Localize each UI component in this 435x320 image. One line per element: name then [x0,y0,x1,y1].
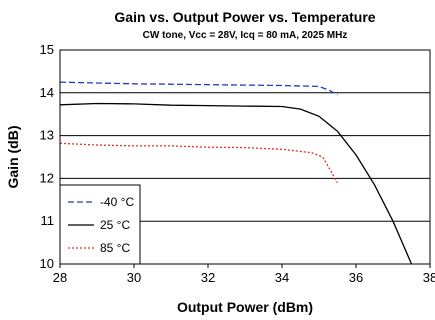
x-tick-label: 30 [127,270,141,285]
legend-label: 25 °C [100,218,130,232]
x-tick-label: 32 [201,270,215,285]
chart-subtitle: CW tone, Vcc = 28V, Icq = 80 mA, 2025 MH… [143,30,348,41]
x-tick-label: 38 [423,270,435,285]
y-tick-label: 14 [40,85,54,100]
series-line-0 [60,81,338,96]
series-line-1 [60,102,413,264]
y-tick-label: 12 [40,170,54,185]
series-lines [60,81,413,264]
x-tick-label: 28 [53,270,67,285]
x-axis-label: Output Power (dBm) [177,299,313,315]
legend-label: 85 °C [100,241,130,255]
y-ticks: 10 11 12 13 14 15 [40,42,54,271]
chart-title: Gain vs. Output Power vs. Temperature [114,9,375,25]
legend-label: -40 °C [100,195,134,209]
x-tick-label: 34 [275,270,289,285]
y-tick-label: 10 [40,256,54,271]
y-tick-label: 11 [41,213,55,228]
x-ticks: 28 30 32 34 36 38 [53,264,435,285]
y-axis-label: Gain (dB) [5,126,21,189]
x-tick-label: 36 [349,270,363,285]
series-line-2 [60,142,339,184]
grid-lines [60,92,430,222]
legend: -40 °C 25 °C 85 °C [59,184,141,265]
y-tick-label: 13 [40,128,54,143]
y-tick-label: 15 [40,42,54,57]
plot-frame [59,49,431,265]
